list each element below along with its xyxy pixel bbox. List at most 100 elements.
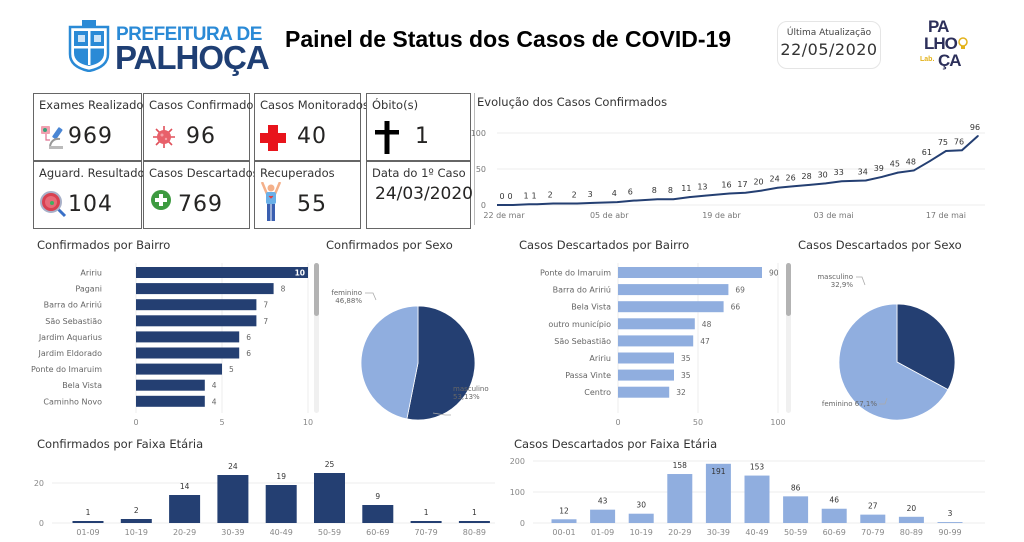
bar (705, 463, 731, 523)
kpi-label: Casos Monitorados (260, 98, 369, 112)
x-tick-label: 90-99 (938, 528, 961, 537)
data-label: 47 (700, 337, 710, 346)
data-label: 28 (802, 172, 812, 181)
page-title: Painel de Status dos Casos de COVID-19 (285, 26, 732, 52)
category-label: Bela Vista (62, 381, 102, 390)
chart-title-desc-faixa: Casos Descartados por Faixa Etária (514, 437, 718, 451)
data-label: 25 (325, 460, 335, 469)
data-label: 90 (769, 269, 779, 278)
data-label: 66 (731, 303, 741, 312)
x-tick-label: 60-69 (366, 528, 389, 537)
data-label: 9 (375, 492, 380, 501)
prefeitura-logo: PREFEITURA DE PALHOÇA (68, 20, 270, 76)
x-tick-label: 01-09 (76, 528, 99, 537)
logo-row1: PA (928, 17, 949, 36)
x-tick-label: 01-09 (591, 528, 614, 537)
logo-line2: PALHOÇA (115, 39, 270, 76)
scrollbar-thumb[interactable] (786, 263, 791, 316)
data-label: 8 (652, 186, 657, 195)
slice-name: masculino (453, 385, 489, 393)
data-label: 2 (572, 191, 577, 200)
y-tick-label: 0 (39, 519, 44, 528)
bar-chart-conf-bairro: 0 5 10 Aririu 10 Pagani 8 Barra do Aririú 7 São S… (31, 263, 319, 427)
data-point (760, 189, 763, 192)
bar (937, 522, 963, 523)
data-label: 2 (134, 506, 139, 515)
data-label: 1 (524, 191, 529, 200)
data-label: 10 (295, 269, 305, 278)
data-label: 2 (548, 191, 553, 200)
bar (618, 284, 729, 296)
data-point (840, 180, 843, 183)
data-label: 3 (948, 509, 953, 518)
x-tick-label: 40-49 (270, 528, 293, 537)
cross-icon (375, 121, 399, 154)
kpi-label: Óbito(s) (372, 98, 419, 112)
data-label: 39 (874, 164, 884, 173)
petri-dish-magnifier-icon (40, 191, 67, 218)
x-tick-label: 50-59 (318, 528, 341, 537)
y-tick-label: 50 (476, 165, 486, 174)
x-tick-label: 10-19 (630, 528, 653, 537)
kpi-casos-confirmados: Casos Confirmados 96 (143, 93, 259, 161)
kpi-casos-monitorados: Casos Monitorados 40 (254, 93, 369, 161)
x-tick-label: 03 de mai (814, 211, 854, 220)
data-label: 61 (922, 148, 932, 157)
bar (744, 475, 770, 523)
data-label: 3 (588, 190, 593, 199)
kpi-value: 969 (68, 124, 113, 149)
kpi-obitos: Óbito(s) 1 (366, 93, 471, 161)
data-label: 46 (829, 496, 839, 505)
bar (314, 473, 345, 523)
kpi-label: Exames Realizados (39, 98, 150, 112)
bar (618, 369, 674, 381)
data-label: 48 (702, 320, 712, 329)
scrollbar-thumb[interactable] (314, 263, 319, 316)
data-label: 6 (246, 349, 251, 358)
shield-crest-icon (68, 20, 110, 72)
data-label: 16 (721, 180, 731, 189)
chart-title-desc-bairro: Casos Descartados por Bairro (519, 238, 690, 252)
kpi-label: Recuperados (260, 166, 335, 180)
category-label: Bela Vista (571, 303, 611, 312)
kpi-value: 40 (297, 124, 327, 149)
data-label: 19 (276, 472, 286, 481)
divider (474, 93, 475, 225)
bar (136, 283, 274, 295)
x-tick-label: 60-69 (823, 528, 846, 537)
category-label: outro município (548, 320, 611, 329)
data-label: 7 (263, 301, 268, 310)
category-label: Jardim Eldorado (38, 349, 103, 358)
data-label: 48 (906, 157, 916, 166)
bar (169, 495, 201, 523)
data-label: 1 (424, 508, 429, 517)
data-point (977, 135, 979, 137)
data-point (504, 204, 506, 206)
chart-title-conf-sexo: Confirmados por Sexo (326, 238, 453, 252)
bar (551, 519, 577, 523)
x-tick-label: 20-29 (668, 528, 691, 537)
y-tick-label: 0 (520, 519, 525, 528)
bar (667, 474, 693, 523)
x-tick-label: 0 (615, 418, 620, 427)
leader-line (879, 397, 888, 405)
kpi-value: 104 (68, 192, 113, 217)
data-label: 30 (636, 501, 646, 510)
data-label: 96 (970, 123, 980, 132)
data-label: 1 (532, 191, 537, 200)
kpi-label: Casos Confirmados (149, 98, 260, 112)
data-point (688, 196, 691, 198)
data-point (864, 179, 867, 182)
data-label: 13 (697, 183, 707, 192)
slice-name: feminino (331, 289, 362, 297)
x-tick-label: 100 (770, 418, 785, 427)
logo-row3: ÇA (938, 51, 962, 70)
data-point (632, 199, 635, 202)
y-tick-label: 20 (34, 479, 44, 488)
last-update-card: Última Atualização 22/05/2020 (777, 21, 881, 69)
data-label: 26 (786, 173, 796, 182)
bar (136, 315, 257, 327)
data-point (512, 204, 514, 206)
x-tick-label: 80-89 (900, 528, 923, 537)
